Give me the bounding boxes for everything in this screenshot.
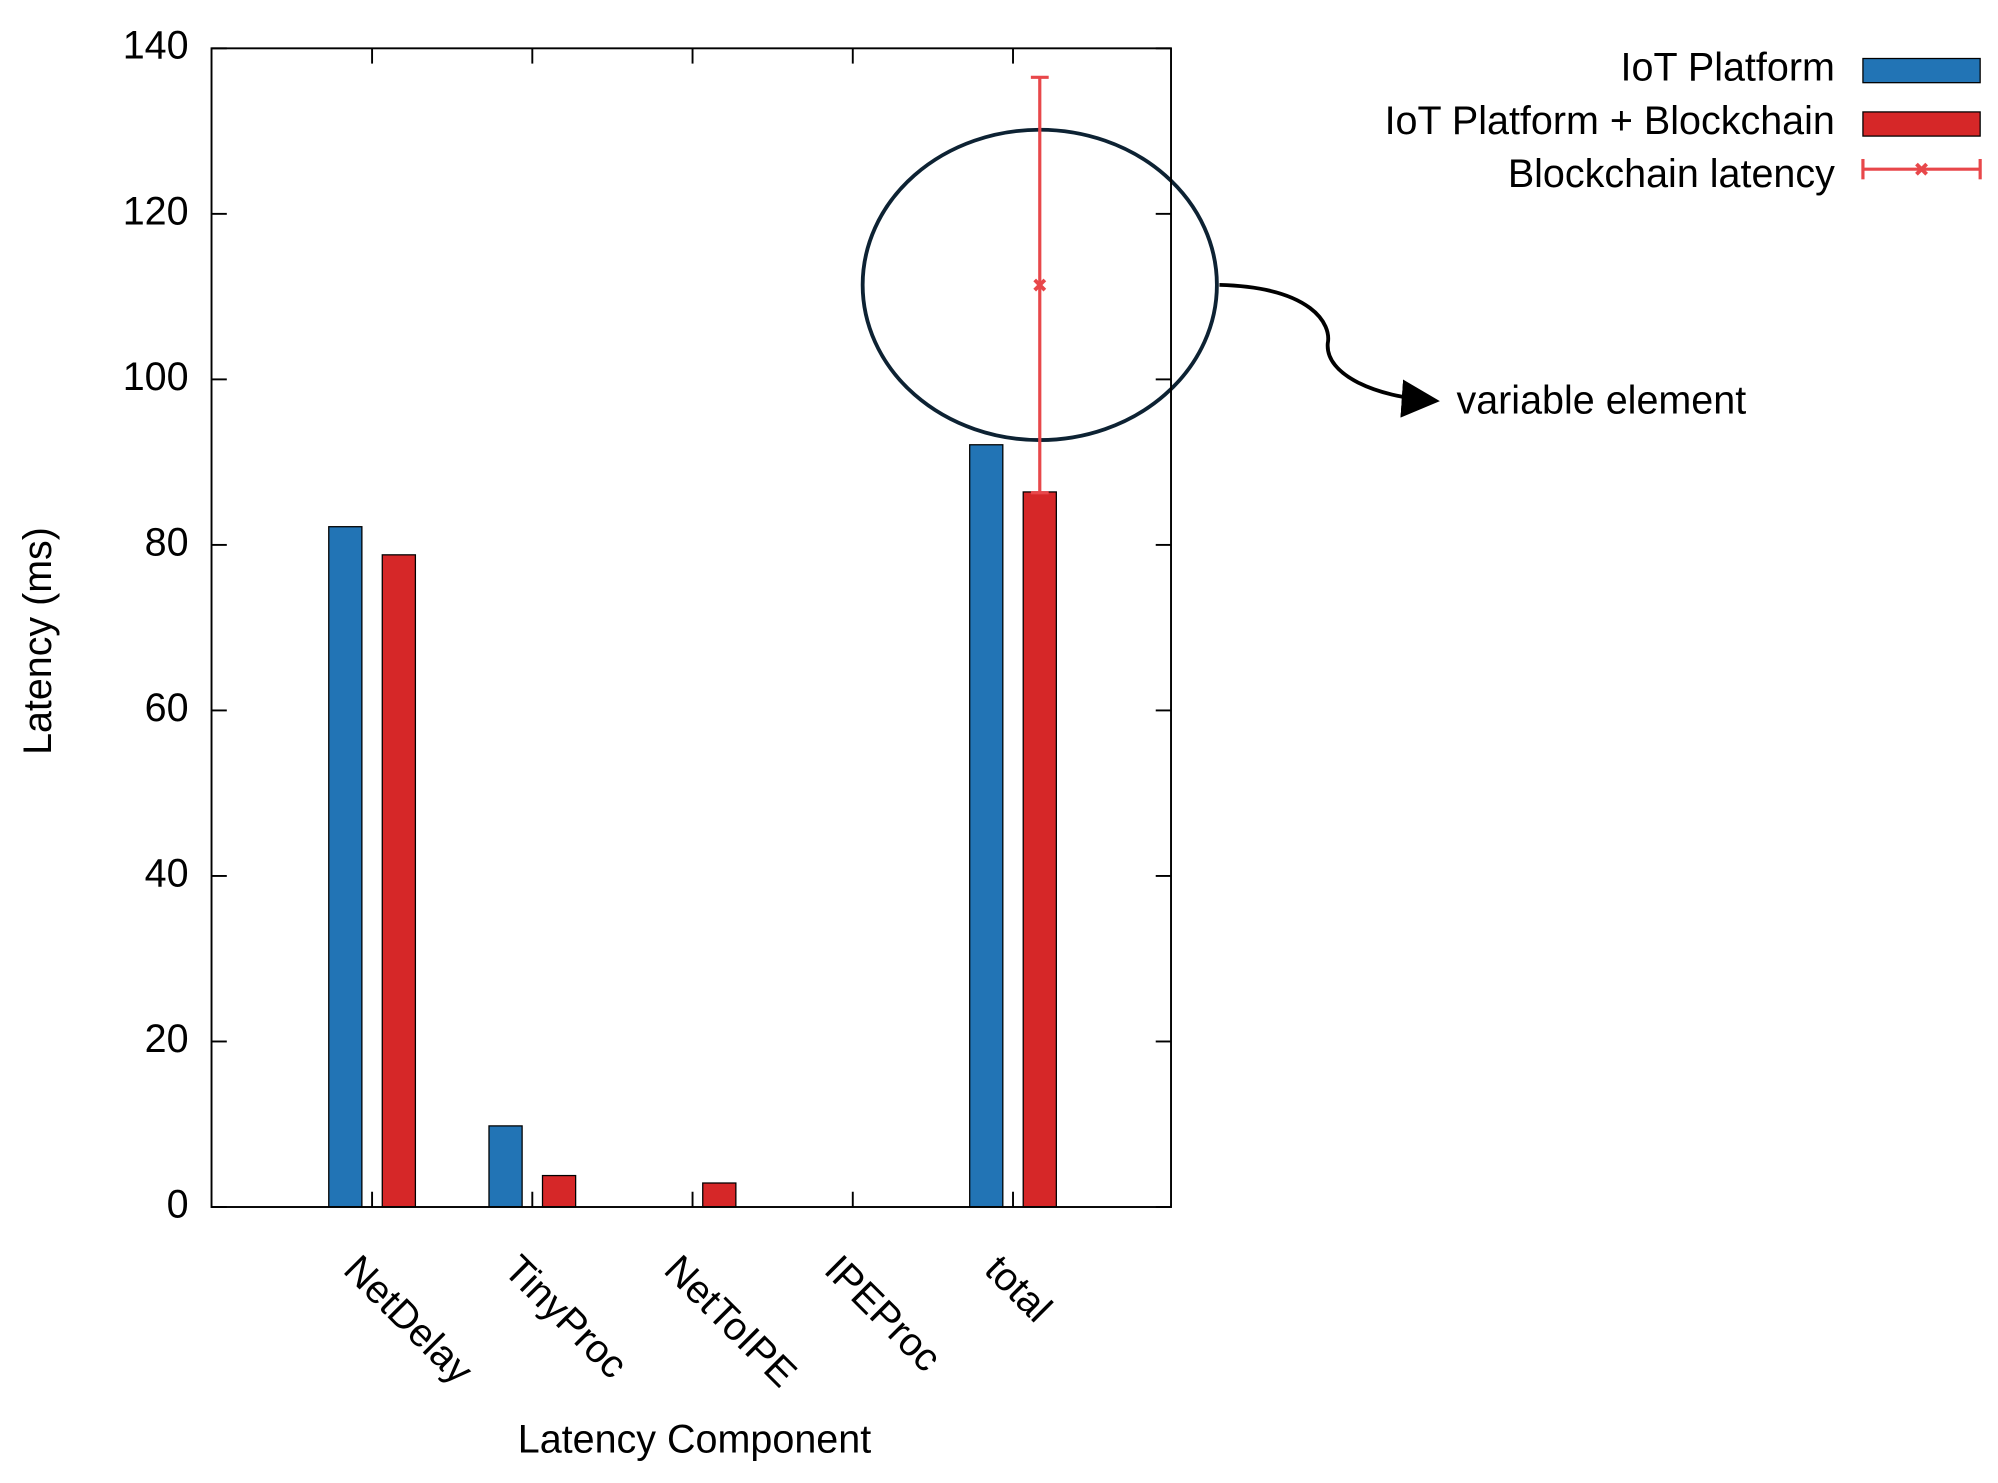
annotation-arrow [1219, 282, 1440, 418]
y-tick-label: 40 [145, 851, 189, 895]
plot-frame [210, 47, 1172, 1208]
legend-swatch [1862, 111, 1981, 137]
bar [1022, 491, 1057, 1208]
legend-swatch [1915, 162, 1928, 176]
x-tick-label: total [976, 1247, 1060, 1331]
legend-label: IoT Platform [1621, 45, 1835, 89]
bar [702, 1182, 737, 1208]
y-tick-label: 0 [167, 1182, 189, 1226]
x-tick-label: NetDelay [335, 1247, 481, 1393]
legend-label: IoT Platform + Blockchain [1385, 99, 1835, 143]
y-tick-label: 20 [145, 1017, 189, 1061]
bar [328, 526, 363, 1208]
error-point [1033, 278, 1047, 292]
y-tick-label: 60 [145, 686, 189, 730]
legend-label: Blockchain latency [1508, 152, 1835, 196]
y-tick-label: 120 [123, 189, 189, 233]
bar [488, 1125, 523, 1208]
bar [381, 554, 417, 1208]
y-tick-label: 140 [123, 24, 189, 68]
x-axis-label: Latency Component [518, 1418, 871, 1462]
x-tick-label: TinyProc [496, 1247, 636, 1387]
x-tick-label: IPEProc [816, 1247, 950, 1380]
bar [969, 444, 1004, 1208]
annotation-text: variable element [1456, 379, 1746, 423]
y-tick-label: 100 [123, 355, 189, 399]
x-tick-label: NetToIPE [656, 1247, 805, 1396]
legend-swatch [1862, 57, 1981, 84]
y-tick-label: 80 [145, 520, 189, 564]
y-axis-label: Latency (ms) [16, 527, 60, 755]
bar [541, 1174, 577, 1208]
